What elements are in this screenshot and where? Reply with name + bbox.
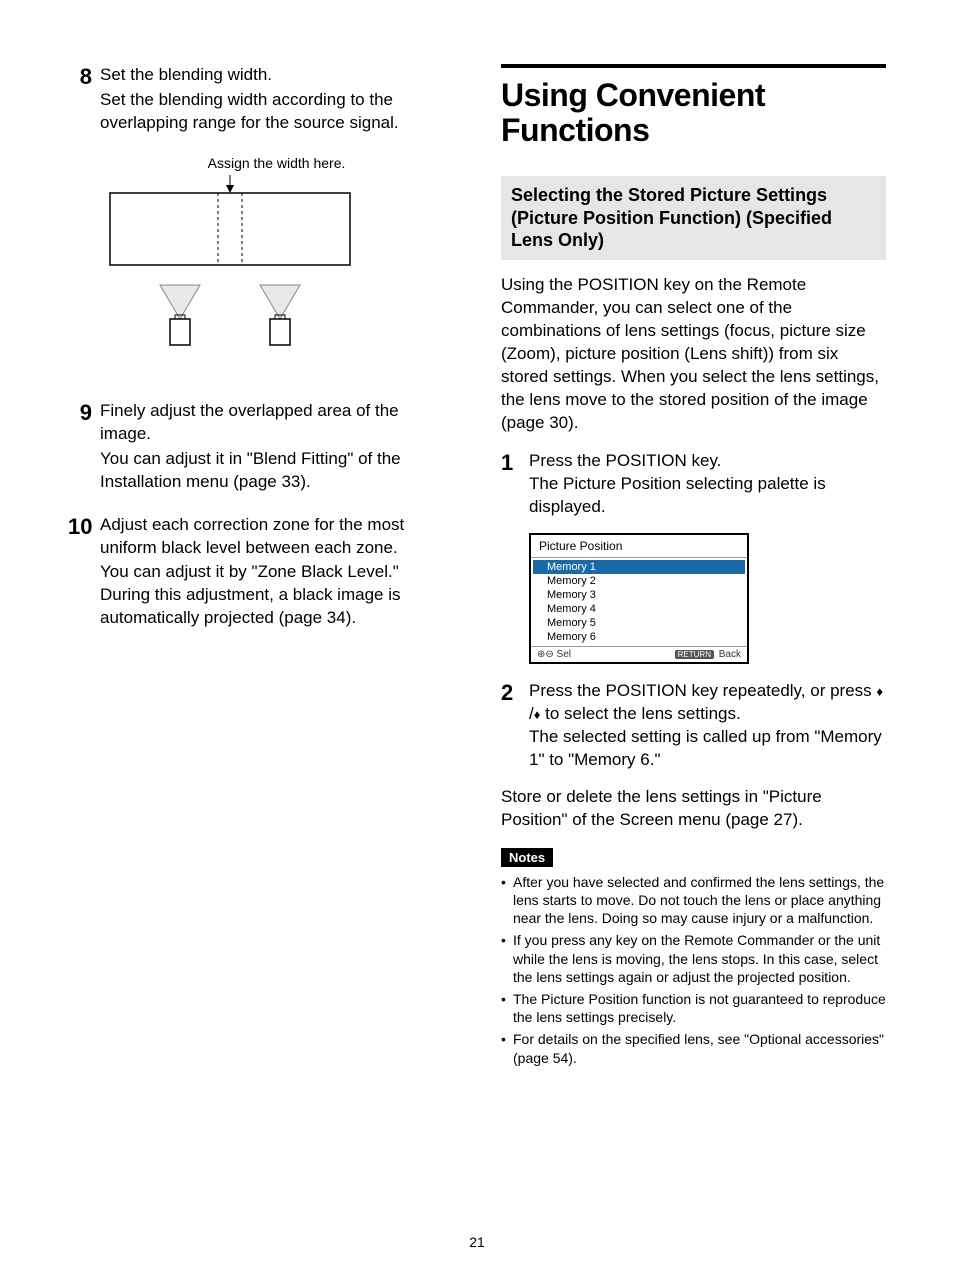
step-2: 2 Press the POSITION key repeatedly, or … bbox=[501, 680, 886, 772]
step-number: 9 bbox=[68, 400, 100, 496]
diagram-svg bbox=[100, 175, 360, 375]
step-8: 8 Set the blending width. Set the blendi… bbox=[68, 64, 453, 137]
step-9: 9 Finely adjust the overlapped area of t… bbox=[68, 400, 453, 496]
section-heading: Using Convenient Functions bbox=[501, 64, 886, 148]
step-text: You can adjust it in "Blend Fitting" of … bbox=[100, 448, 453, 494]
palette-list: Memory 1 Memory 2 Memory 3 Memory 4 Memo… bbox=[531, 558, 747, 646]
step-title: Press the POSITION key. bbox=[529, 450, 886, 473]
step-body: Press the POSITION key repeatedly, or pr… bbox=[529, 680, 886, 772]
step-title: Adjust each correction zone for the most… bbox=[100, 514, 453, 560]
picture-position-palette: Picture Position Memory 1 Memory 2 Memor… bbox=[501, 533, 886, 664]
step-text: The selected setting is called up from "… bbox=[529, 726, 886, 772]
notes-badge: Notes bbox=[501, 848, 553, 867]
step-number: 8 bbox=[68, 64, 100, 137]
palette-footer-left: ⊕⊖ Sel bbox=[537, 649, 571, 660]
step-body: Set the blending width. Set the blending… bbox=[100, 64, 453, 137]
palette-sel-label: Sel bbox=[557, 649, 571, 660]
palette-footer: ⊕⊖ Sel RETURN Back bbox=[531, 646, 747, 662]
step-body: Adjust each correction zone for the most… bbox=[100, 514, 453, 633]
left-column: 8 Set the blending width. Set the blendi… bbox=[68, 64, 453, 1071]
intro-paragraph: Using the POSITION key on the Remote Com… bbox=[501, 274, 886, 435]
page-number: 21 bbox=[0, 1234, 954, 1250]
palette-back-label: Back bbox=[719, 649, 741, 660]
palette-footer-right: RETURN Back bbox=[675, 649, 741, 660]
step-1: 1 Press the POSITION key. The Picture Po… bbox=[501, 450, 886, 519]
step-10: 10 Adjust each correction zone for the m… bbox=[68, 514, 453, 633]
note-item: The Picture Position function is not gua… bbox=[501, 990, 886, 1026]
step-number: 2 bbox=[501, 680, 529, 772]
palette-item: Memory 3 bbox=[531, 588, 747, 602]
notes-list: After you have selected and confirmed th… bbox=[501, 873, 886, 1067]
palette-item: Memory 6 bbox=[531, 630, 747, 644]
palette-box: Picture Position Memory 1 Memory 2 Memor… bbox=[529, 533, 749, 664]
palette-item: Memory 2 bbox=[531, 574, 747, 588]
after-steps-paragraph: Store or delete the lens settings in "Pi… bbox=[501, 786, 886, 832]
note-item: For details on the specified lens, see "… bbox=[501, 1030, 886, 1066]
subsection-heading: Selecting the Stored Picture Settings (P… bbox=[501, 176, 886, 260]
diagram-label: Assign the width here. bbox=[100, 155, 453, 171]
step-title: Finely adjust the overlapped area of the… bbox=[100, 400, 453, 446]
palette-title: Picture Position bbox=[531, 535, 747, 558]
palette-item: Memory 5 bbox=[531, 616, 747, 630]
step-title-suffix: to select the lens settings. bbox=[540, 704, 740, 723]
step-body: Finely adjust the overlapped area of the… bbox=[100, 400, 453, 496]
step-text: The Picture Position selecting palette i… bbox=[529, 473, 886, 519]
palette-item: Memory 4 bbox=[531, 602, 747, 616]
step-text: You can adjust it by "Zone Black Level."… bbox=[100, 561, 453, 630]
arrow-up-icon: ♦ bbox=[876, 683, 883, 701]
right-column: Using Convenient Functions Selecting the… bbox=[501, 64, 886, 1071]
step-number: 1 bbox=[501, 450, 529, 519]
note-item: After you have selected and confirmed th… bbox=[501, 873, 886, 928]
step-title: Press the POSITION key repeatedly, or pr… bbox=[529, 680, 886, 726]
blending-diagram: Assign the width here. bbox=[68, 155, 453, 380]
step-body: Press the POSITION key. The Picture Posi… bbox=[529, 450, 886, 519]
step-number: 10 bbox=[68, 514, 100, 633]
step-text: Set the blending width according to the … bbox=[100, 89, 453, 135]
note-item: If you press any key on the Remote Comma… bbox=[501, 931, 886, 986]
step-title: Set the blending width. bbox=[100, 64, 453, 87]
palette-item-selected: Memory 1 bbox=[533, 560, 745, 574]
step-title-prefix: Press the POSITION key repeatedly, or pr… bbox=[529, 681, 876, 700]
return-badge: RETURN bbox=[675, 650, 714, 659]
